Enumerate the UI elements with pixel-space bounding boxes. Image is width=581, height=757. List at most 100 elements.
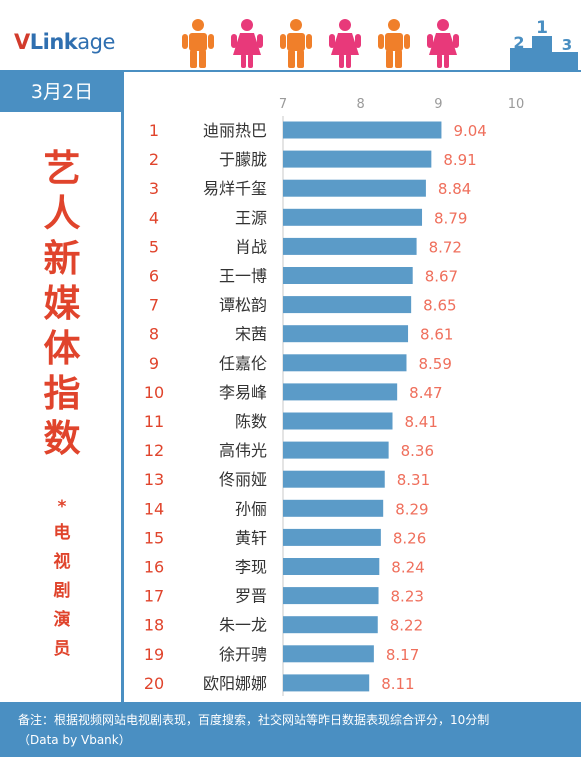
person-leg bbox=[297, 50, 304, 68]
artist-name: 孙俪 bbox=[235, 499, 267, 518]
artist-name: 李易峰 bbox=[219, 383, 267, 402]
score-value: 8.31 bbox=[397, 471, 430, 489]
person-arm bbox=[355, 34, 361, 48]
person-arm bbox=[453, 34, 459, 48]
score-value: 8.72 bbox=[429, 238, 462, 256]
ranking-row: 9 任嘉伦 8.59 bbox=[149, 354, 452, 373]
score-value: 8.36 bbox=[401, 442, 434, 460]
person-body bbox=[287, 33, 305, 51]
artist-name: 佟丽娅 bbox=[219, 470, 267, 489]
artist-name: 迪丽热巴 bbox=[203, 121, 267, 140]
ranking-row: 8 宋茜 8.61 bbox=[149, 325, 454, 344]
person-leg bbox=[444, 54, 449, 68]
page-title: 艺 人 新 媒 体 指 数 bbox=[43, 147, 81, 460]
x-tick-label: 7 bbox=[279, 97, 287, 112]
ranking-row: 12 高伟光 8.36 bbox=[144, 441, 434, 460]
ranking-row: 4 王源 8.79 bbox=[149, 208, 468, 227]
person-body bbox=[189, 33, 207, 51]
person-arm bbox=[329, 34, 335, 48]
vlinkage-logo: VLinkage bbox=[14, 30, 115, 54]
score-bar bbox=[283, 121, 442, 139]
rank-number: 9 bbox=[149, 354, 159, 373]
rank-number: 6 bbox=[149, 267, 159, 286]
person-arm bbox=[306, 34, 312, 49]
score-bar bbox=[283, 208, 423, 226]
rank-number: 16 bbox=[144, 558, 164, 577]
score-bar bbox=[283, 441, 389, 459]
artist-name: 高伟光 bbox=[219, 441, 267, 460]
person-leg bbox=[346, 54, 351, 68]
rank-number: 19 bbox=[144, 645, 164, 664]
rank-number: 11 bbox=[144, 412, 164, 431]
score-bar bbox=[283, 616, 378, 634]
score-bar bbox=[283, 325, 409, 343]
rank-number: 5 bbox=[149, 237, 159, 256]
score-bar bbox=[283, 383, 398, 401]
person-leg bbox=[386, 50, 393, 68]
person-arm bbox=[231, 34, 237, 48]
ranking-row: 11 陈数 8.41 bbox=[144, 412, 438, 431]
ranking-row: 13 佟丽娅 8.31 bbox=[144, 470, 430, 489]
score-value: 9.04 bbox=[453, 122, 486, 140]
score-value: 8.79 bbox=[434, 209, 467, 227]
artist-name: 罗晋 bbox=[235, 587, 267, 606]
artist-name: 朱一龙 bbox=[219, 616, 267, 635]
podium-third-block bbox=[552, 52, 578, 72]
artist-name: 陈数 bbox=[235, 412, 267, 431]
ranking-row: 20 欧阳娜娜 8.11 bbox=[144, 674, 415, 693]
rank-number: 13 bbox=[144, 470, 164, 489]
person-arm bbox=[404, 34, 410, 49]
female-person-icon bbox=[329, 19, 361, 68]
ranking-row: 17 罗晋 8.23 bbox=[144, 587, 424, 606]
artist-name: 宋茜 bbox=[235, 325, 267, 344]
female-person-icon bbox=[231, 19, 263, 68]
score-bar bbox=[283, 674, 370, 692]
artist-name: 王源 bbox=[235, 208, 267, 227]
header-divider bbox=[0, 70, 581, 72]
male-person-icon bbox=[182, 19, 214, 68]
people-icons bbox=[182, 19, 459, 68]
artist-name: 易烊千玺 bbox=[203, 179, 267, 198]
ranking-row: 15 黄轩 8.26 bbox=[144, 528, 426, 547]
title-asterisk: * bbox=[57, 497, 67, 517]
rank-number: 4 bbox=[149, 208, 159, 227]
artist-name: 黄轩 bbox=[235, 528, 267, 547]
score-value: 8.59 bbox=[418, 355, 451, 373]
x-tick-label: 8 bbox=[357, 97, 365, 112]
score-bar bbox=[283, 150, 432, 168]
ranking-row: 10 李易峰 8.47 bbox=[144, 383, 443, 402]
rank-number: 20 bbox=[144, 674, 164, 693]
person-arm bbox=[208, 34, 214, 49]
footer-note: 备注：根据视频网站电视剧表现，百度搜索，社交网站等昨日数据表现综合评分，10分制… bbox=[0, 702, 581, 757]
podium-icon: 2 1 3 bbox=[510, 18, 578, 72]
date-label: 3月2日 bbox=[0, 72, 124, 112]
person-arm bbox=[378, 34, 384, 49]
ranking-row: 18 朱一龙 8.22 bbox=[144, 616, 423, 635]
artist-name: 李现 bbox=[235, 558, 267, 577]
score-value: 8.17 bbox=[386, 646, 419, 664]
score-value: 8.29 bbox=[395, 500, 428, 518]
score-value: 8.91 bbox=[443, 151, 476, 169]
ranking-row: 16 李现 8.24 bbox=[144, 558, 425, 577]
artist-name: 任嘉伦 bbox=[219, 354, 267, 373]
score-bar bbox=[283, 267, 413, 284]
person-leg bbox=[339, 54, 344, 68]
ranking-row: 6 王一博 8.67 bbox=[149, 267, 458, 286]
rank-number: 17 bbox=[144, 587, 164, 606]
score-bar bbox=[283, 296, 412, 314]
person-leg bbox=[395, 50, 402, 68]
rank-number: 18 bbox=[144, 616, 164, 635]
person-head bbox=[437, 19, 449, 31]
ranking-bar-chart: 7 8 9 10 1 迪丽热巴 9.04 2 于朦胧 8.91 3 易烊千玺 8.84 4 王源 8.79 5 肖… bbox=[144, 97, 524, 696]
score-bar bbox=[283, 558, 380, 575]
person-dress bbox=[331, 33, 359, 55]
score-value: 8.84 bbox=[438, 180, 471, 198]
score-bar bbox=[283, 499, 384, 517]
podium-label-3: 3 bbox=[562, 36, 572, 54]
x-tick-label: 9 bbox=[434, 97, 442, 112]
score-bar bbox=[283, 179, 426, 197]
person-arm bbox=[427, 34, 433, 48]
person-body bbox=[385, 33, 403, 51]
rank-number: 2 bbox=[149, 150, 159, 169]
ranking-row: 14 孙俪 8.29 bbox=[144, 499, 429, 518]
